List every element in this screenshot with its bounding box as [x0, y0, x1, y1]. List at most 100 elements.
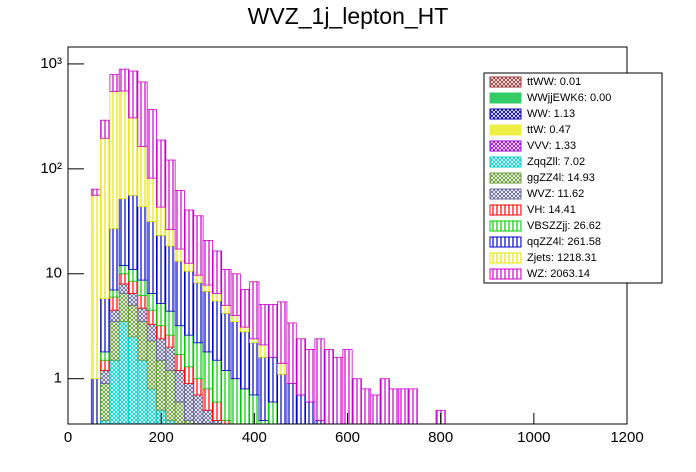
bar-segment	[118, 293, 129, 323]
bar-segment	[109, 228, 120, 291]
x-tick-label: 200	[149, 429, 174, 446]
bar-segment	[306, 429, 315, 452]
bar-segment	[221, 304, 232, 314]
legend-label: Zjets: 1218.31	[527, 252, 597, 264]
bar-segment	[258, 344, 269, 358]
bar-segment	[258, 304, 269, 346]
bar-segment	[100, 383, 111, 421]
x-tick-label: 400	[242, 429, 267, 446]
bar-segment	[239, 331, 251, 390]
bar-segment	[351, 378, 362, 424]
bar-segment	[156, 206, 167, 236]
bar-segment	[100, 119, 111, 139]
bar-segment	[305, 349, 316, 403]
bar-segment	[239, 288, 251, 328]
legend-label: VVV: 1.33	[527, 140, 576, 152]
bar-segment	[278, 429, 287, 434]
bar-segment	[109, 91, 120, 229]
bar-segment	[165, 420, 176, 424]
bar-segment	[286, 383, 297, 424]
bar-segment	[249, 338, 260, 344]
bar-segment	[249, 281, 260, 340]
legend-swatch	[489, 124, 522, 136]
bar-segment	[222, 429, 231, 452]
y-tick-label: 10³	[40, 55, 62, 72]
bar-segment	[156, 338, 167, 361]
bar-segment	[221, 312, 232, 371]
bar-segment	[109, 359, 120, 424]
bar-segment	[184, 420, 195, 424]
bar-segment	[137, 279, 148, 296]
bar-segment	[324, 429, 333, 452]
axes: 0 200 400 600 800 1000 1200 1 10 10² 10³	[40, 55, 643, 446]
bar-segment	[146, 177, 157, 222]
legend-label: WZ: 2063.14	[527, 268, 590, 280]
bar-segment	[277, 362, 288, 375]
bar-segment	[137, 81, 148, 147]
bar-segment	[109, 309, 120, 323]
bar-segment	[277, 301, 288, 364]
bar-segment	[267, 304, 279, 358]
bar-segment	[249, 342, 260, 396]
bar-segment	[267, 401, 279, 424]
bar-segment	[174, 325, 185, 355]
bar-segment	[193, 394, 204, 424]
bar-segment	[361, 388, 372, 424]
bar-segment	[193, 282, 204, 344]
bar-segment	[212, 420, 223, 424]
legend-swatch	[489, 108, 522, 120]
bar-segment	[156, 303, 167, 327]
bar-segment	[174, 401, 185, 424]
legend-swatch	[489, 76, 522, 88]
bar-segment	[230, 321, 241, 380]
bar-segment	[109, 74, 120, 92]
bar-segment	[128, 304, 139, 338]
legend-label: VH: 14.41	[527, 204, 576, 216]
bar-segment	[100, 351, 111, 361]
bar-segment	[156, 325, 167, 340]
bar-segment	[128, 293, 139, 306]
bar-segment	[407, 388, 418, 424]
bar-segment	[184, 209, 195, 264]
legend-swatch	[489, 140, 522, 152]
y-tick-label: 1	[54, 370, 62, 387]
legend-label: ttW: 0.47	[527, 124, 571, 136]
bar-segment	[156, 235, 167, 304]
bar-segment	[174, 369, 185, 403]
bar-segment	[194, 429, 203, 434]
legend-entries: ttWW: 0.01 WWjjEWK6: 0.00 WW: 1.13 ttW: 0.4…	[489, 76, 611, 280]
bars	[90, 68, 446, 472]
bar-segment	[90, 194, 102, 380]
legend-label: ttWW: 0.01	[527, 76, 581, 88]
bar-segment	[250, 452, 259, 472]
bar-segment	[193, 342, 204, 380]
bar-segment	[146, 309, 157, 325]
bar-segment	[212, 293, 223, 302]
bar-segment	[295, 394, 306, 424]
bar-segment	[137, 359, 148, 424]
bar-segment	[314, 338, 325, 421]
legend-label: WW: 1.13	[527, 108, 575, 120]
bar-segment	[212, 359, 223, 403]
bar-segment	[267, 356, 279, 403]
legend-swatch	[489, 236, 522, 248]
chart-title: WVZ_1j_lepton_HT	[248, 3, 449, 29]
bar-segment	[296, 429, 305, 452]
bar-segment	[258, 420, 269, 424]
bar-segment	[184, 366, 195, 384]
legend-swatch	[489, 172, 522, 184]
bar-segment	[230, 273, 241, 316]
bar-segment	[231, 429, 240, 452]
bar-segment	[118, 68, 129, 92]
bar-segment	[379, 378, 390, 424]
bar-segment	[128, 336, 139, 424]
bar-segment	[240, 452, 249, 472]
bar-segment	[174, 260, 185, 327]
bar-segment	[221, 269, 232, 306]
bar-segment	[221, 420, 232, 424]
bar-segment	[118, 321, 129, 424]
bar-segment	[389, 388, 400, 424]
bar-segment	[118, 273, 129, 285]
bar-segment	[100, 298, 111, 353]
legend-swatch	[489, 204, 522, 216]
